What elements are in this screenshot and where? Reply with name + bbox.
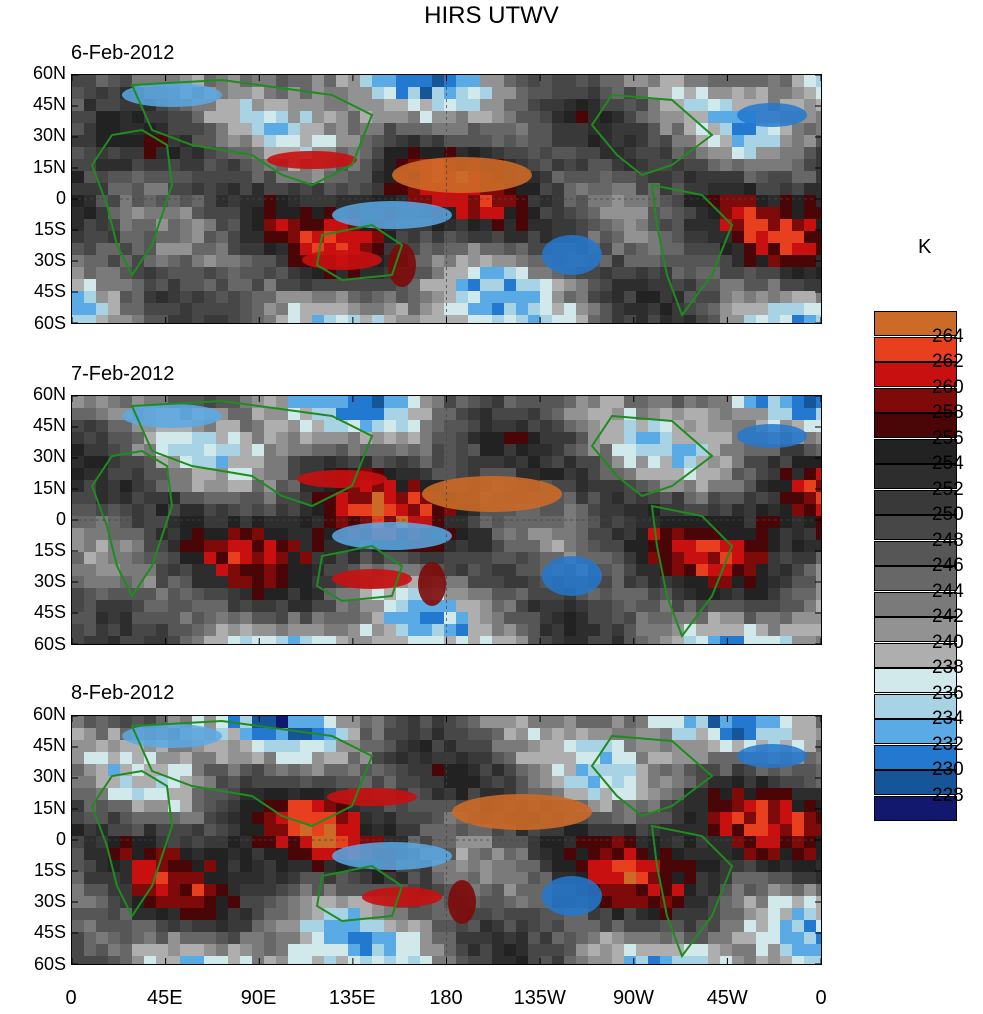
latitude-label: 30N <box>32 125 66 146</box>
colorbar-level-label: 250 <box>932 504 964 525</box>
longitude-label: 135W <box>513 987 566 1009</box>
colorbar-swatch <box>874 489 957 515</box>
longitude-label: 90W <box>612 987 655 1009</box>
longitude-label: 0 <box>815 987 827 1009</box>
colorbar-swatch <box>874 515 957 540</box>
colorbar-level-label: 260 <box>932 376 964 398</box>
longitude-label: 45W <box>706 987 748 1009</box>
colorbar-swatch <box>874 693 957 719</box>
colorbar-swatch <box>874 566 957 591</box>
colorbar-swatch <box>874 668 957 693</box>
latitude-label: 15S <box>33 860 66 880</box>
panel-2-date: 7-Feb-2012 <box>71 363 175 385</box>
latitude-label: 60S <box>33 312 66 333</box>
latitude-label: 30S <box>33 571 66 592</box>
utwv-field <box>72 396 821 644</box>
colorbar-level-label: 244 <box>932 580 964 602</box>
latitude-label: 60S <box>33 633 66 654</box>
colorbar-level-label: 262 <box>932 351 964 372</box>
colorbar-level-label: 238 <box>932 657 964 678</box>
longitude-label: 180 <box>429 987 463 1009</box>
colorbar-swatch <box>874 642 957 668</box>
colorbar-swatch <box>874 795 957 821</box>
colorbar-level-label: 240 <box>932 631 964 653</box>
colorbar-swatch <box>874 617 957 642</box>
colorbar-level-label: 236 <box>932 682 964 704</box>
colorbar-swatch <box>874 413 957 438</box>
latitude-label: 0 <box>55 828 66 849</box>
latitude-label: 45N <box>32 94 66 115</box>
latitude-label: 60N <box>32 63 66 83</box>
latitude-label: 60N <box>32 704 66 724</box>
latitude-label: 15N <box>32 477 66 498</box>
colorbar-swatch <box>874 438 957 464</box>
latitude-label: 60N <box>32 384 66 404</box>
longitude-label: 90E <box>240 987 277 1009</box>
latitude-label: 15N <box>32 156 66 177</box>
colorbar-level-label: 248 <box>932 529 964 551</box>
longitude-label: 45E <box>146 987 183 1009</box>
latitude-label: 15S <box>33 219 66 239</box>
colorbar-swatch <box>874 464 957 489</box>
utwv-field <box>72 75 821 323</box>
latitude-label: 0 <box>55 187 66 208</box>
latitude-label: 45S <box>33 602 66 623</box>
latitude-label: 45S <box>33 922 66 943</box>
colorbar-level-label: 246 <box>932 555 964 576</box>
latitude-label: 45N <box>32 415 66 436</box>
colorbar-level-label: 252 <box>932 478 964 500</box>
colorbar-level-label: 230 <box>932 759 964 780</box>
latitude-label: 45S <box>33 281 66 302</box>
colorbar-level-label: 264 <box>932 325 964 347</box>
latitude-label: 30S <box>33 250 66 271</box>
map-panel-3 <box>71 715 822 965</box>
longitude-label: 135E <box>328 987 376 1009</box>
colorbar-level-label: 232 <box>932 733 964 755</box>
colorbar-swatch <box>874 744 957 770</box>
panel-1-date: 6-Feb-2012 <box>71 42 175 64</box>
colorbar-level-label: 234 <box>932 708 964 729</box>
latitude-label: 60S <box>33 953 66 974</box>
colorbar-level-label: 256 <box>932 427 964 449</box>
colorbar-units: K <box>918 236 932 258</box>
colorbar-swatch <box>874 540 957 566</box>
panel-3-date: 8-Feb-2012 <box>71 682 175 704</box>
colorbar-swatch <box>874 591 957 617</box>
colorbar-level-label: 258 <box>932 402 964 423</box>
colorbar-level-label: 228 <box>932 784 964 806</box>
latitude-label: 30N <box>32 446 66 467</box>
colorbar-level-label: 254 <box>932 453 964 474</box>
colorbar: 264 262 260 258 256 254 252 250 248 246 244 242 240 2… <box>874 311 983 823</box>
latitude-label: 30S <box>33 891 66 912</box>
map-panel-1 <box>71 74 822 324</box>
colorbar-swatch <box>874 362 957 387</box>
utwv-field <box>72 716 821 964</box>
latitude-label: 30N <box>32 766 66 787</box>
longitude-label: 0 <box>65 987 77 1009</box>
latitude-label: 0 <box>55 508 66 529</box>
colorbar-swatch <box>874 387 957 413</box>
latitude-label: 15S <box>33 540 66 560</box>
colorbar-swatch <box>874 719 957 744</box>
latitude-label: 45N <box>32 735 66 756</box>
colorbar-level-label: 242 <box>932 606 964 627</box>
figure-title: HIRS UTWV <box>424 2 559 29</box>
colorbar-swatch <box>874 770 957 795</box>
colorbar-swatch <box>874 336 957 362</box>
colorbar-swatch <box>874 311 957 336</box>
map-panel-2 <box>71 395 822 645</box>
latitude-label: 15N <box>32 797 66 818</box>
